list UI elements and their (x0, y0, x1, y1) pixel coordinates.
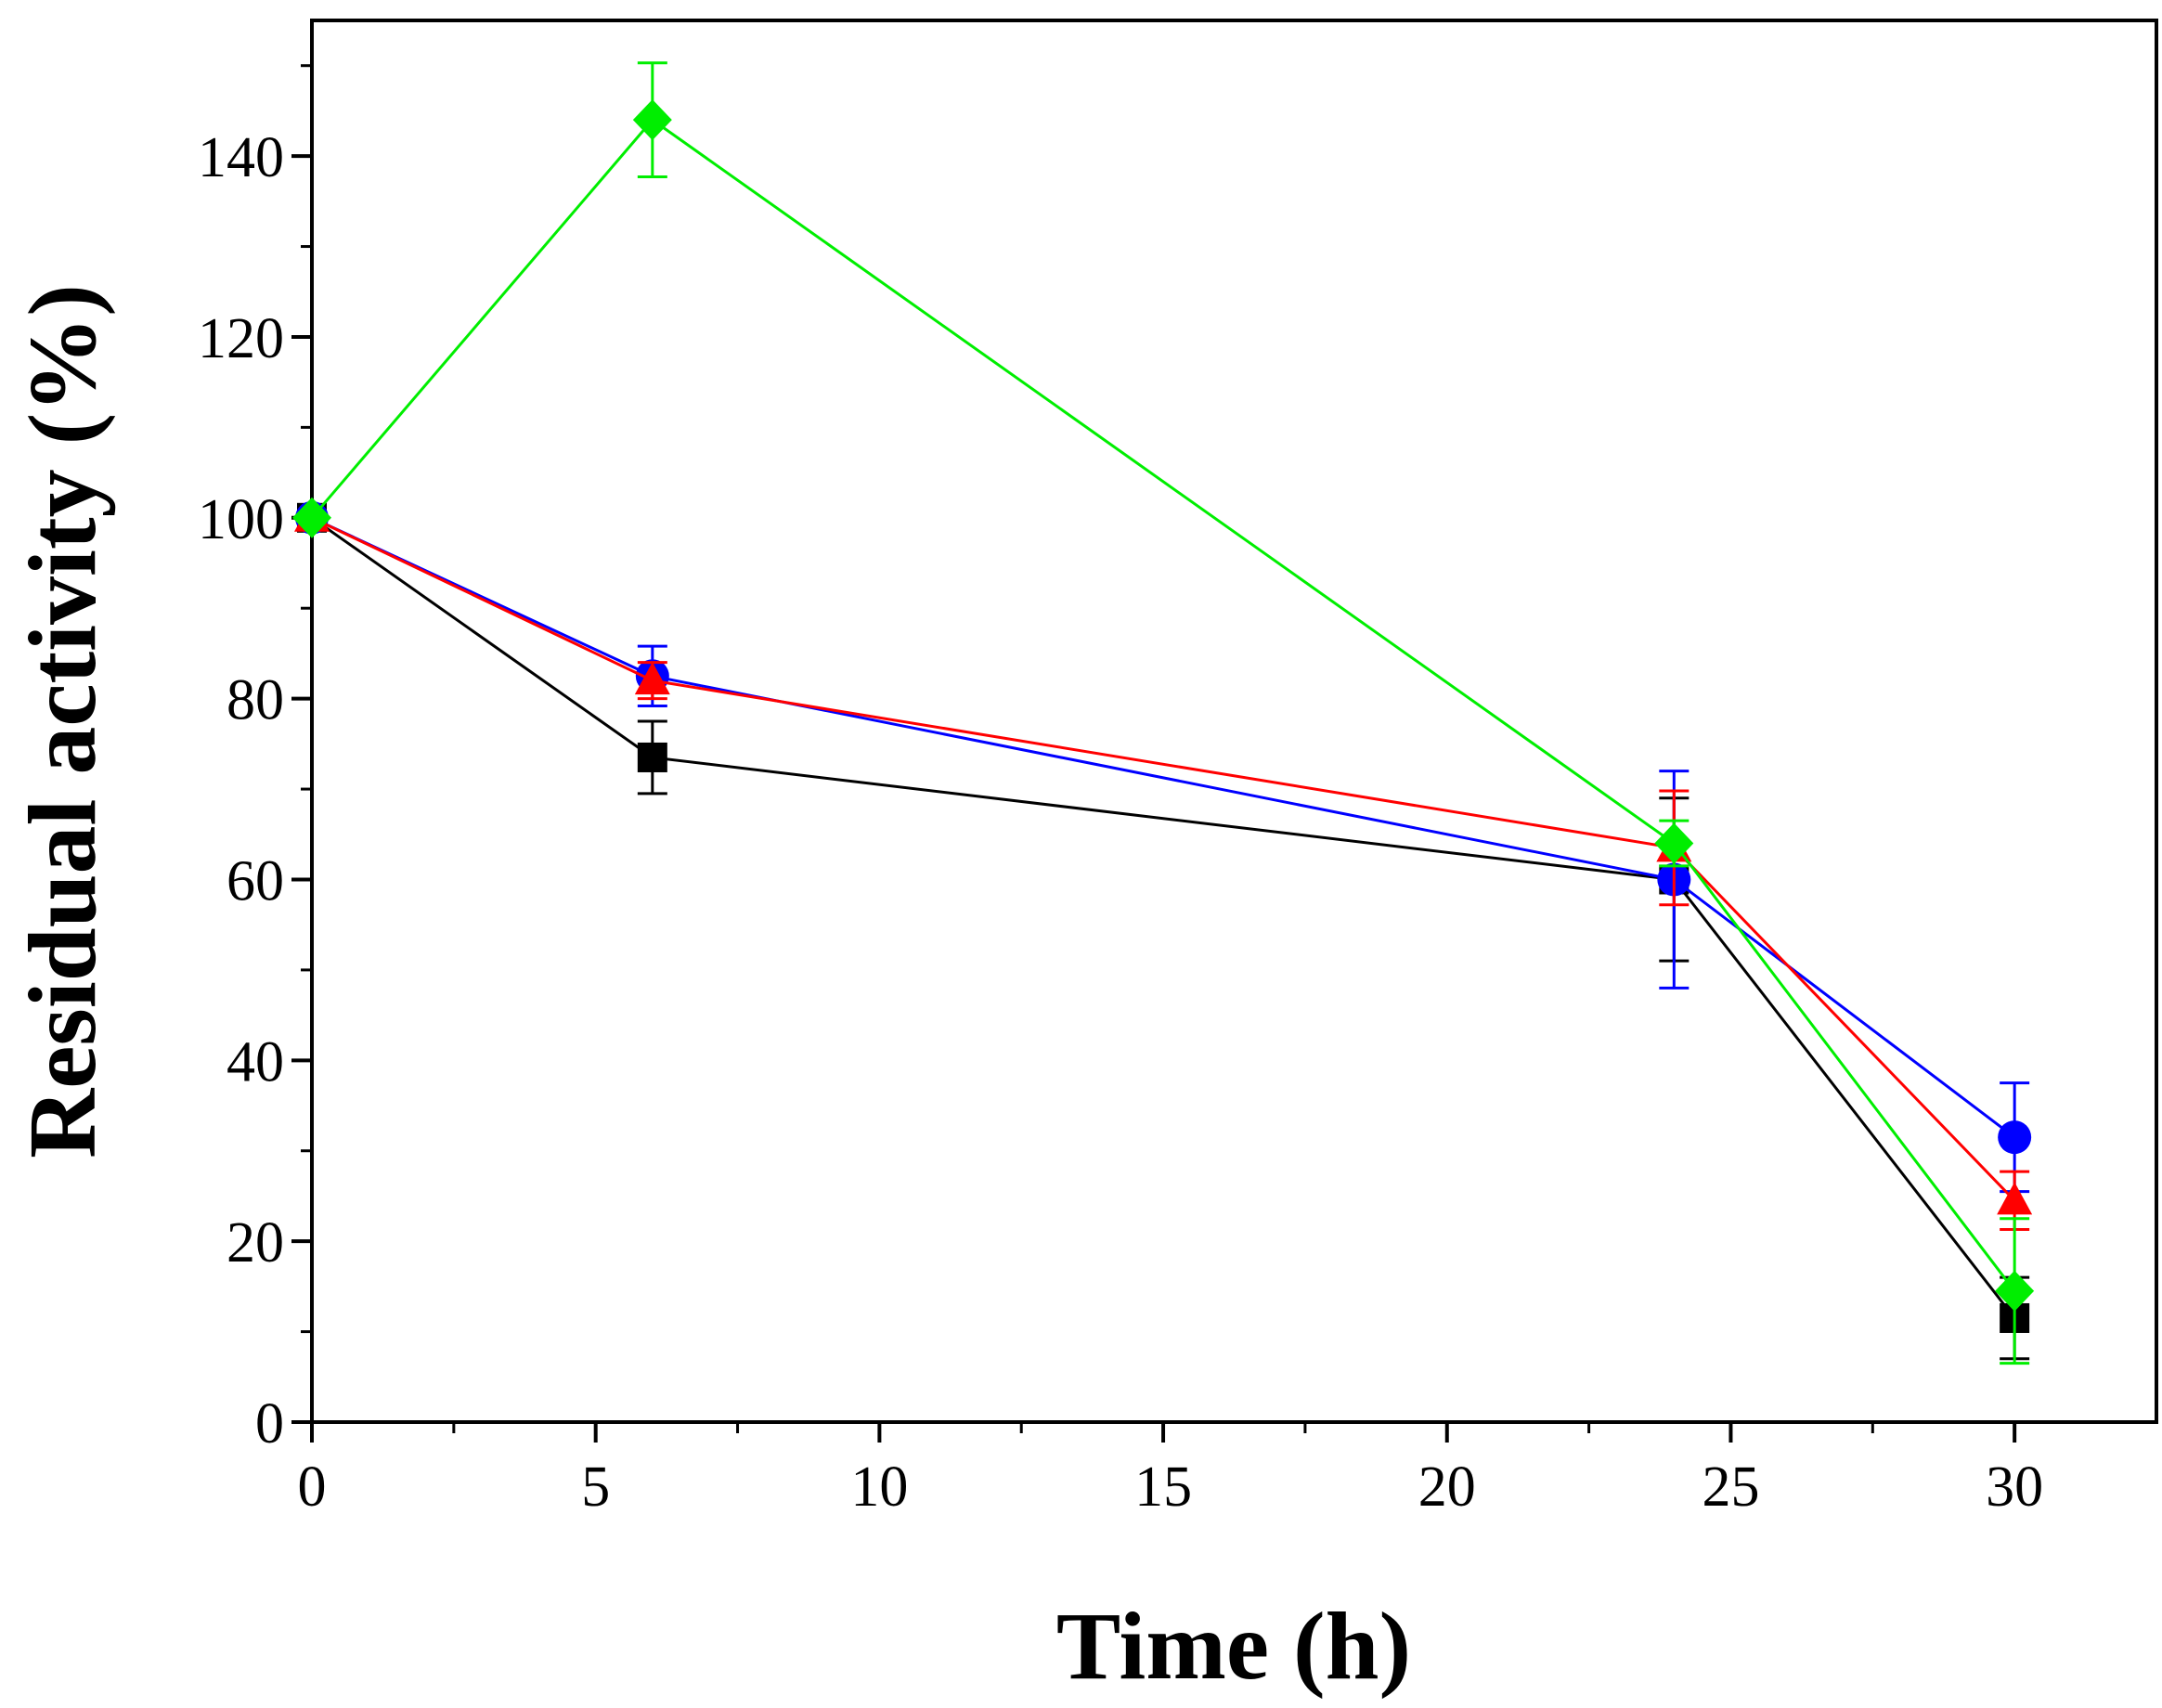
series-line (310, 118, 2016, 1292)
series-line (311, 516, 2016, 1319)
series-line (311, 516, 2016, 1139)
axis-ticks: 0 5 10 15 20 25 30 0 20 40 60 80 100 120 140 (198, 64, 2043, 1519)
x-tick-label: 30 (1986, 1456, 2043, 1519)
y-tick-label: 80 (227, 669, 284, 732)
y-axis-title: Residual activity (%) (9, 284, 116, 1158)
x-tick-label: 25 (1702, 1456, 1759, 1519)
x-axis-title: Time (h) (1056, 1593, 1411, 1700)
series-line (311, 516, 2016, 1202)
data-point-diamond (632, 99, 672, 141)
series-red-triangle (294, 498, 2033, 1231)
series-blue-circle (295, 500, 2032, 1194)
series-green-diamond (292, 61, 2035, 1365)
series-layer (292, 61, 2035, 1365)
x-tick-label: 0 (298, 1456, 327, 1519)
x-tick-label: 10 (850, 1456, 908, 1519)
y-tick-label: 60 (227, 849, 284, 912)
x-tick-label: 15 (1134, 1456, 1192, 1519)
x-tick-label: 5 (581, 1456, 610, 1519)
data-point-diamond (1654, 822, 1694, 864)
y-tick-label: 40 (227, 1030, 284, 1093)
y-tick-label: 120 (198, 307, 284, 370)
y-tick-label: 140 (198, 126, 284, 189)
data-point-triangle (1997, 1182, 2033, 1215)
data-point-square (637, 742, 667, 772)
y-tick-label: 0 (255, 1392, 284, 1456)
x-tick-label: 20 (1418, 1456, 1476, 1519)
plot-frame (310, 19, 2158, 1424)
y-tick-label: 100 (198, 488, 284, 551)
data-point-diamond (292, 497, 331, 538)
data-point-circle (1998, 1120, 2032, 1155)
y-tick-label: 20 (227, 1211, 284, 1275)
data-point-triangle (634, 662, 670, 695)
data-point-diamond (1995, 1270, 2035, 1312)
